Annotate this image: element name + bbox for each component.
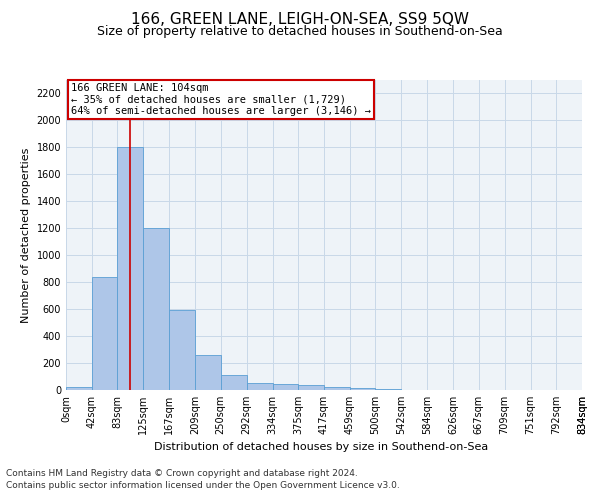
Y-axis label: Number of detached properties: Number of detached properties bbox=[21, 148, 31, 322]
Bar bbox=[169, 310, 196, 390]
Bar bbox=[350, 388, 376, 390]
Bar bbox=[272, 384, 298, 390]
Bar bbox=[298, 386, 324, 390]
Bar bbox=[143, 228, 169, 390]
Bar bbox=[324, 386, 350, 390]
Text: Contains HM Land Registry data © Crown copyright and database right 2024.: Contains HM Land Registry data © Crown c… bbox=[6, 468, 358, 477]
Bar bbox=[196, 355, 221, 390]
Bar bbox=[92, 277, 118, 390]
Bar bbox=[66, 386, 92, 390]
Text: 166, GREEN LANE, LEIGH-ON-SEA, SS9 5QW: 166, GREEN LANE, LEIGH-ON-SEA, SS9 5QW bbox=[131, 12, 469, 28]
Bar bbox=[118, 148, 143, 390]
Bar bbox=[221, 374, 247, 390]
Text: Distribution of detached houses by size in Southend-on-Sea: Distribution of detached houses by size … bbox=[154, 442, 488, 452]
Text: Size of property relative to detached houses in Southend-on-Sea: Size of property relative to detached ho… bbox=[97, 25, 503, 38]
Text: Contains public sector information licensed under the Open Government Licence v3: Contains public sector information licen… bbox=[6, 481, 400, 490]
Bar bbox=[247, 384, 272, 390]
Text: 166 GREEN LANE: 104sqm
← 35% of detached houses are smaller (1,729)
64% of semi-: 166 GREEN LANE: 104sqm ← 35% of detached… bbox=[71, 83, 371, 116]
